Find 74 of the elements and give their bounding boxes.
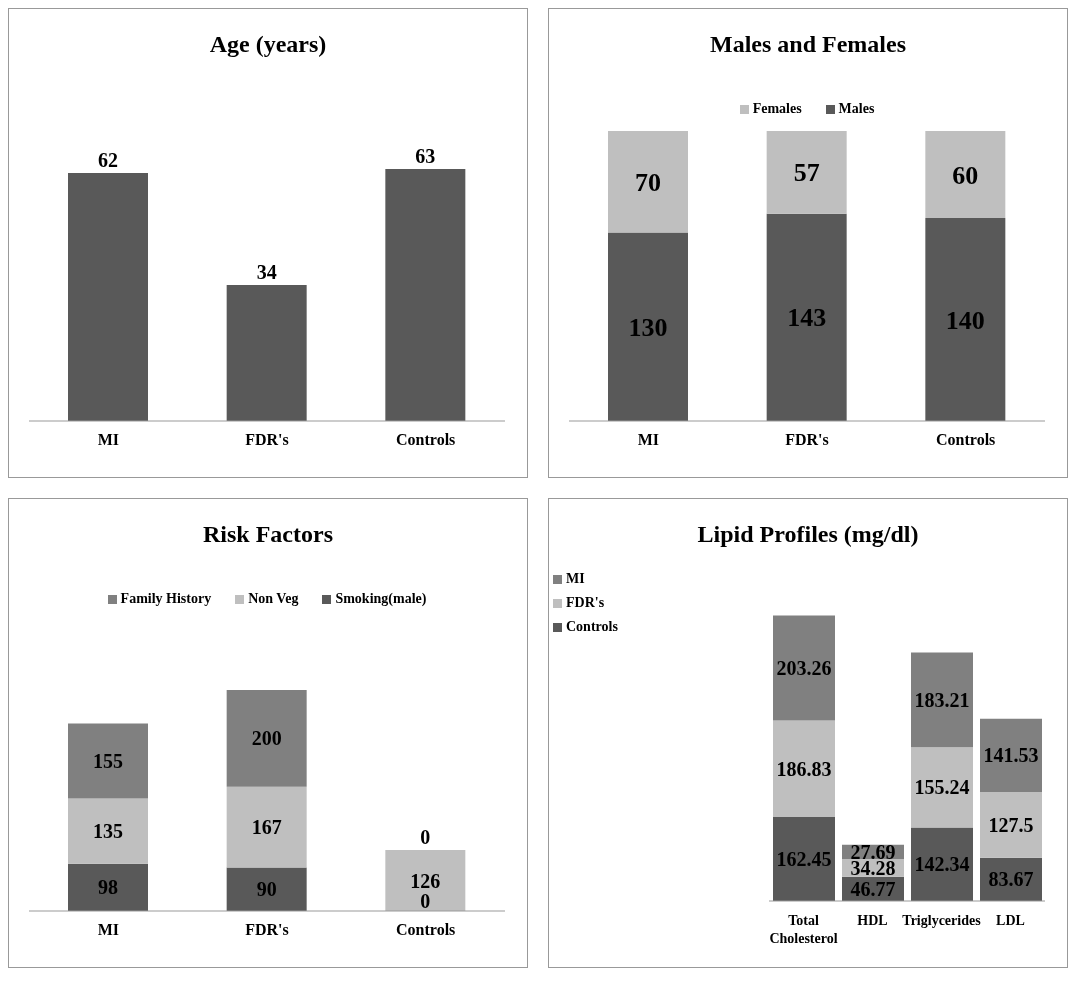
bar (773, 615, 835, 721)
x-tick-label: FDR's (245, 921, 289, 938)
bar (911, 827, 973, 901)
data-label: 83.67 (988, 868, 1034, 891)
bar (980, 718, 1042, 792)
data-label: 34 (256, 261, 277, 283)
bar (68, 798, 148, 864)
data-label: 167 (251, 816, 282, 839)
data-label: 57 (793, 158, 820, 188)
bar (385, 850, 466, 911)
data-label: 135 (93, 820, 123, 843)
data-label: 183.21 (914, 688, 970, 711)
data-label: 203.26 (776, 657, 832, 680)
chart-title: Age (years) (208, 30, 328, 59)
bar (766, 213, 847, 421)
bar (226, 867, 307, 911)
data-label: 0 (420, 890, 431, 912)
data-label: 46.77 (850, 877, 896, 900)
bar (911, 747, 973, 828)
legend-label: Females (751, 101, 802, 117)
data-label: 90 (256, 878, 277, 901)
data-label: 127.5 (988, 813, 1034, 836)
x-tick-label: FDR's (785, 431, 829, 448)
bar (773, 817, 835, 901)
x-tick-label: Triglycerides (902, 913, 982, 928)
bar (773, 720, 835, 818)
bar (226, 690, 307, 787)
data-label: 62 (98, 149, 118, 171)
data-label: 142.34 (914, 853, 970, 876)
data-label: 63 (415, 145, 436, 167)
bar (608, 232, 688, 421)
data-label: 126 (410, 869, 441, 892)
x-tick-label: HDL (857, 913, 888, 928)
x-tick-label: Total Cholesterol (769, 913, 838, 946)
bar (608, 131, 688, 233)
chart-title: Males and Females (709, 30, 907, 59)
bar (980, 791, 1042, 858)
x-tick-label: MI (97, 431, 119, 448)
bar (911, 652, 973, 748)
legend-label: Family History (119, 591, 212, 607)
legend-label: FDR's (565, 595, 606, 611)
legend-label: Males (837, 101, 875, 117)
x-tick-label: Controls (396, 921, 456, 938)
x-tick-label: MI (637, 431, 659, 448)
bar (766, 131, 847, 214)
data-label: 155.24 (914, 776, 970, 799)
data-label: 70 (635, 167, 661, 197)
data-label: 0 (420, 826, 431, 849)
data-label: 143 (787, 303, 827, 333)
x-tick-label: Controls (396, 431, 456, 448)
data-label: 155 (93, 749, 123, 772)
bar (68, 723, 148, 799)
bar (68, 863, 148, 911)
legend-label: Controls (565, 619, 619, 635)
x-tick-label: FDR's (245, 431, 289, 448)
bar (925, 218, 1006, 421)
legend-label: Non Veg (247, 591, 299, 607)
data-label: 186.83 (776, 757, 832, 780)
data-label: 140 (945, 305, 985, 335)
data-label: 141.53 (983, 744, 1039, 767)
x-tick-label: MI (97, 921, 119, 938)
data-label: 60 (952, 160, 979, 190)
data-label: 162.45 (776, 848, 832, 871)
bar (226, 786, 307, 868)
bar (925, 131, 1006, 218)
x-tick-label: Controls (936, 431, 996, 448)
data-label: 130 (628, 312, 668, 342)
data-label: 200 (251, 727, 282, 750)
chart-title: Risk Factors (202, 520, 334, 549)
legend-label: MI (565, 571, 586, 587)
chart-title: Lipid Profiles (mg/dl) (696, 520, 920, 549)
legend-label: Smoking(male) (334, 591, 427, 607)
x-tick-label: LDL (996, 913, 1025, 928)
data-label: 98 (98, 876, 118, 899)
